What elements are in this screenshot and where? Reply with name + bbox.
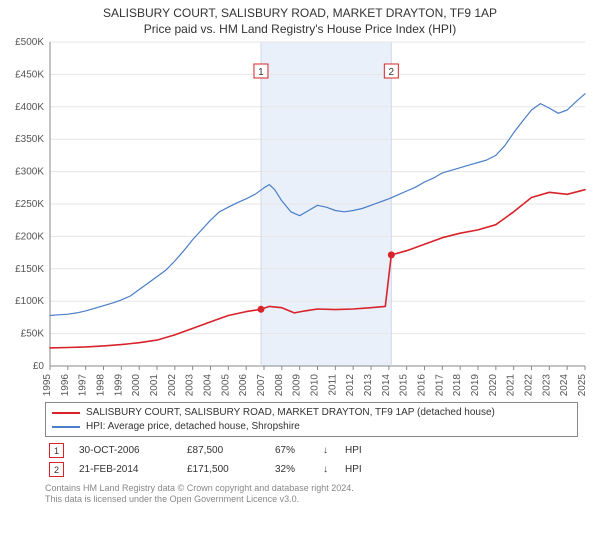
title-line-1: SALISBURY COURT, SALISBURY ROAD, MARKET … <box>0 6 600 20</box>
legend-swatch-hpi <box>52 426 80 428</box>
svg-text:1997: 1997 <box>78 374 89 396</box>
event-date: 30-OCT-2006 <box>75 441 183 460</box>
event-pct: 67% <box>271 441 319 460</box>
svg-text:2004: 2004 <box>203 374 214 396</box>
title-line-2: Price paid vs. HM Land Registry's House … <box>0 22 600 36</box>
event-row: 2 21-FEB-2014 £171,500 32% ↓ HPI <box>45 460 578 479</box>
svg-text:2020: 2020 <box>488 374 499 396</box>
svg-text:2009: 2009 <box>292 374 303 396</box>
svg-text:2018: 2018 <box>452 374 463 396</box>
legend: SALISBURY COURT, SALISBURY ROAD, MARKET … <box>45 402 578 437</box>
svg-text:£400K: £400K <box>15 102 44 113</box>
events-table: 1 30-OCT-2006 £87,500 67% ↓ HPI 2 21-FEB… <box>45 441 578 479</box>
svg-text:2000: 2000 <box>131 374 142 396</box>
svg-text:1996: 1996 <box>60 374 71 396</box>
svg-text:1: 1 <box>258 67 264 78</box>
svg-text:2022: 2022 <box>524 374 535 396</box>
svg-text:2012: 2012 <box>345 374 356 396</box>
svg-text:£300K: £300K <box>15 167 44 178</box>
svg-text:2008: 2008 <box>274 374 285 396</box>
event-pct: 32% <box>271 460 319 479</box>
svg-text:£500K: £500K <box>15 37 44 48</box>
legend-row: HPI: Average price, detached house, Shro… <box>52 420 571 434</box>
svg-text:2011: 2011 <box>327 374 338 396</box>
event-suffix: HPI <box>341 460 578 479</box>
svg-text:2005: 2005 <box>220 374 231 396</box>
price-chart: £0 £50K £100K £150K £200K £250K £300K £350K £400… <box>0 36 600 396</box>
svg-text:2013: 2013 <box>363 374 374 396</box>
svg-text:2: 2 <box>389 67 395 78</box>
svg-text:£200K: £200K <box>15 231 44 242</box>
svg-text:1999: 1999 <box>113 374 124 396</box>
event-marker-2: 2 <box>49 462 64 477</box>
legend-label-property: SALISBURY COURT, SALISBURY ROAD, MARKET … <box>86 406 495 420</box>
svg-text:2021: 2021 <box>506 374 517 396</box>
svg-text:£350K: £350K <box>15 134 44 145</box>
svg-text:2014: 2014 <box>381 374 392 396</box>
svg-text:£50K: £50K <box>21 329 45 340</box>
svg-text:1995: 1995 <box>42 374 53 396</box>
svg-text:£450K: £450K <box>15 69 44 80</box>
svg-text:2024: 2024 <box>559 374 570 396</box>
event-date: 21-FEB-2014 <box>75 460 183 479</box>
svg-text:2023: 2023 <box>541 374 552 396</box>
event-arrow-icon: ↓ <box>319 441 341 460</box>
legend-row: SALISBURY COURT, SALISBURY ROAD, MARKET … <box>52 406 571 420</box>
svg-text:£0: £0 <box>33 361 45 372</box>
event-marker-1: 1 <box>49 443 64 458</box>
svg-text:£150K: £150K <box>15 264 44 275</box>
event-arrow-icon: ↓ <box>319 460 341 479</box>
event-suffix: HPI <box>341 441 578 460</box>
events-table-block: 1 30-OCT-2006 £87,500 67% ↓ HPI 2 21-FEB… <box>45 441 578 479</box>
event-price: £171,500 <box>183 460 271 479</box>
event-row: 1 30-OCT-2006 £87,500 67% ↓ HPI <box>45 441 578 460</box>
legend-swatch-property <box>52 412 80 414</box>
event-price: £87,500 <box>183 441 271 460</box>
attribution: Contains HM Land Registry data © Crown c… <box>45 483 578 506</box>
svg-text:2016: 2016 <box>417 374 428 396</box>
svg-text:2003: 2003 <box>185 374 196 396</box>
svg-text:1998: 1998 <box>96 374 107 396</box>
chart-container: SALISBURY COURT, SALISBURY ROAD, MARKET … <box>0 0 600 560</box>
svg-text:£250K: £250K <box>15 199 44 210</box>
svg-text:2015: 2015 <box>399 374 410 396</box>
svg-text:2001: 2001 <box>149 374 160 396</box>
svg-text:2007: 2007 <box>256 374 267 396</box>
legend-label-hpi: HPI: Average price, detached house, Shro… <box>86 420 300 434</box>
svg-text:2006: 2006 <box>238 374 249 396</box>
svg-text:2025: 2025 <box>577 374 588 396</box>
svg-text:£100K: £100K <box>15 296 44 307</box>
attribution-line-2: This data is licensed under the Open Gov… <box>45 494 578 505</box>
chart-titles: SALISBURY COURT, SALISBURY ROAD, MARKET … <box>0 0 600 36</box>
svg-text:2019: 2019 <box>470 374 481 396</box>
svg-text:2017: 2017 <box>434 374 445 396</box>
svg-text:2002: 2002 <box>167 374 178 396</box>
attribution-line-1: Contains HM Land Registry data © Crown c… <box>45 483 578 494</box>
svg-text:2010: 2010 <box>310 374 321 396</box>
